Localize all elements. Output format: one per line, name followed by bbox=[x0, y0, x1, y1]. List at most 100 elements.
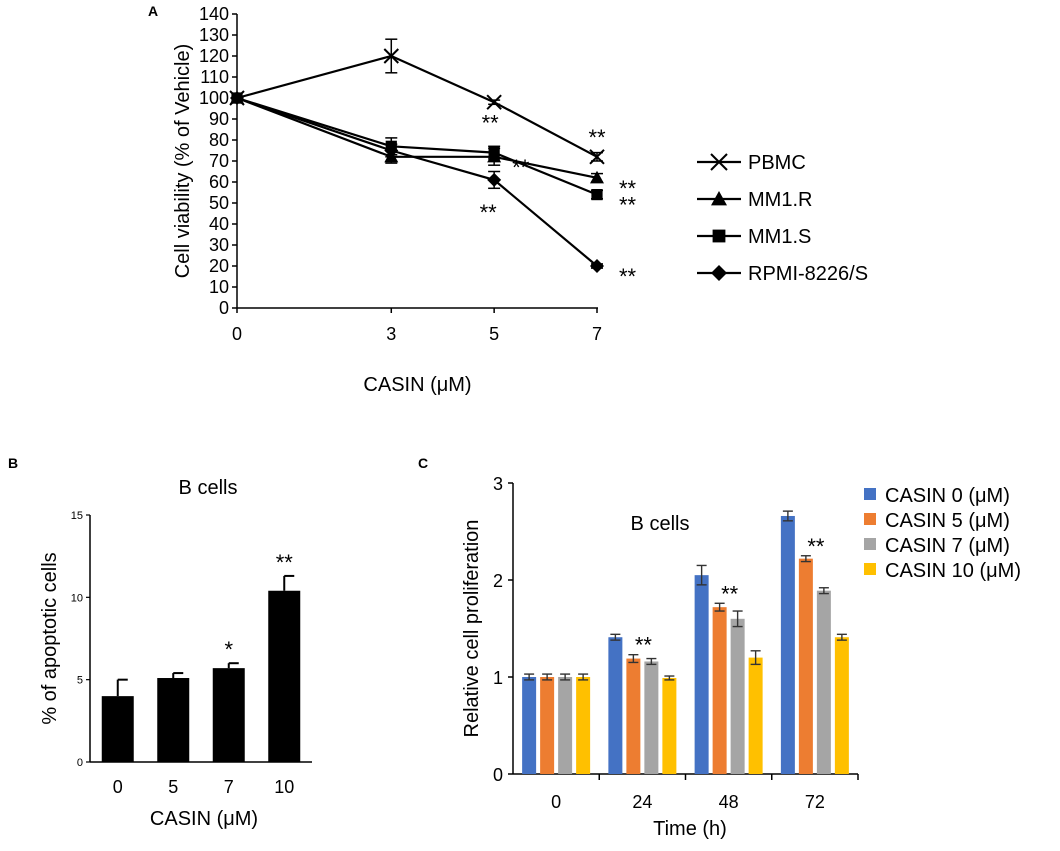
b-bar bbox=[212, 668, 245, 762]
b-x-tick-label: 10 bbox=[274, 777, 294, 797]
a-significance-label: ** bbox=[619, 264, 637, 289]
c-error-bar bbox=[524, 673, 535, 681]
c-bar bbox=[558, 677, 573, 774]
c-legend-swatch bbox=[864, 538, 876, 550]
b-x-tick-label: 5 bbox=[168, 777, 178, 797]
a-y-tick-label: 140 bbox=[199, 4, 229, 24]
b-bar bbox=[268, 590, 301, 762]
a-data-point bbox=[590, 259, 604, 273]
a-legend-entry: RPMI-8226/S bbox=[697, 263, 868, 285]
c-bar bbox=[834, 637, 849, 774]
c-y-axis-label: Relative cell proliferation bbox=[461, 520, 483, 738]
c-bar bbox=[644, 661, 659, 774]
c-bar bbox=[712, 607, 727, 774]
a-y-tick-label: 60 bbox=[209, 172, 229, 192]
c-bar bbox=[816, 590, 831, 774]
panel-b-bar-chart: 0 5 10 15 0 5 7 * 10 ** B cells CASIN (μM) % of apop… bbox=[39, 477, 312, 830]
c-error-bar bbox=[818, 587, 829, 595]
a-y-tick-label: 120 bbox=[199, 46, 229, 66]
a-y-tick-label: 40 bbox=[209, 214, 229, 234]
a-series-line bbox=[236, 54, 598, 158]
c-error-bar bbox=[664, 675, 675, 681]
b-y-axis-label: % of apoptotic cells bbox=[39, 552, 61, 724]
a-x-tick-label: 5 bbox=[489, 324, 499, 344]
c-error-bar bbox=[750, 650, 761, 666]
b-y-tick-label: 15 bbox=[71, 510, 83, 522]
a-data-point bbox=[486, 94, 502, 110]
a-significance-label: ** bbox=[480, 200, 498, 225]
c-bar bbox=[694, 575, 709, 774]
a-series-mm1-r: ** ** bbox=[230, 91, 637, 201]
b-y-tick-label: 10 bbox=[71, 592, 83, 604]
c-legend-swatch bbox=[864, 513, 876, 525]
c-legend-label: CASIN 0 (μM) bbox=[885, 485, 1010, 507]
a-significance-label: ** bbox=[619, 176, 637, 201]
panel-label-b: B bbox=[8, 455, 18, 471]
c-error-bar bbox=[610, 633, 621, 641]
a-data-point bbox=[488, 147, 500, 159]
a-legend-marker-stroke-2 bbox=[710, 153, 728, 171]
b-x-tick-label: 7 bbox=[224, 777, 234, 797]
a-legend-marker bbox=[712, 229, 726, 243]
a-significance-label: ** bbox=[512, 155, 530, 180]
a-data-point bbox=[591, 189, 603, 201]
a-significance-label: ** bbox=[588, 125, 606, 150]
a-data-point bbox=[589, 149, 605, 165]
a-y-tick-label: 130 bbox=[199, 25, 229, 45]
c-error-bar bbox=[542, 673, 553, 681]
a-series-rpmi-8226-s: **** bbox=[230, 91, 637, 289]
a-data-point-stroke-2 bbox=[589, 149, 605, 165]
a-x-axis-label: CASIN (μM) bbox=[363, 374, 471, 396]
c-y-tick-label: 2 bbox=[493, 571, 503, 591]
c-x-tick-label: 48 bbox=[719, 792, 739, 812]
b-error-bar bbox=[172, 672, 184, 679]
c-bar bbox=[522, 677, 537, 774]
c-error-bar bbox=[800, 555, 811, 563]
c-significance-label: ** bbox=[635, 633, 653, 658]
c-error-bar bbox=[628, 653, 639, 664]
a-legend-label: MM1.R bbox=[748, 189, 812, 211]
a-y-tick-label: 80 bbox=[209, 130, 229, 150]
c-bar bbox=[780, 515, 795, 774]
a-data-point bbox=[384, 143, 399, 158]
a-series-mm1-s: **** bbox=[231, 92, 637, 218]
c-bar bbox=[608, 637, 623, 774]
c-legend-label: CASIN 10 (μM) bbox=[885, 560, 1021, 582]
panel-c-grouped-bar-chart: 0 1 2 3 0 24 ** 48 ** 72 ** B cells Time (h) Relative… bbox=[461, 474, 1021, 840]
a-legend-marker bbox=[711, 265, 727, 281]
c-bar bbox=[748, 657, 763, 774]
a-series-line bbox=[236, 96, 598, 179]
b-x-tick-label: 0 bbox=[113, 777, 123, 797]
c-legend-entry: CASIN 10 (μM) bbox=[864, 560, 1021, 582]
c-bar bbox=[662, 677, 677, 774]
c-bar bbox=[540, 677, 555, 774]
c-significance-label: ** bbox=[721, 581, 739, 606]
c-x-axis-label: Time (h) bbox=[653, 818, 727, 840]
c-chart-title: B cells bbox=[631, 513, 690, 535]
a-x-tick-label: 0 bbox=[232, 324, 242, 344]
a-data-point-stroke-2 bbox=[383, 48, 399, 64]
a-legend-label: RPMI-8226/S bbox=[748, 263, 868, 285]
c-error-bar bbox=[560, 673, 571, 681]
a-significance-label: ** bbox=[619, 193, 637, 218]
c-legend-entry: CASIN 5 (μM) bbox=[864, 510, 1010, 532]
c-error-bar bbox=[732, 610, 743, 628]
a-legend-marker bbox=[711, 191, 727, 206]
a-series-line bbox=[236, 96, 598, 196]
b-y-tick-label: 0 bbox=[77, 757, 83, 769]
a-data-point bbox=[590, 170, 604, 184]
b-significance-label: * bbox=[224, 637, 233, 662]
a-series-line bbox=[236, 96, 598, 267]
a-legend-entry: PBMC bbox=[697, 152, 806, 174]
a-significance-label: ** bbox=[482, 111, 500, 136]
c-legend-swatch bbox=[864, 488, 876, 500]
b-bar bbox=[101, 696, 134, 762]
b-error-bar bbox=[283, 574, 295, 591]
c-significance-label: ** bbox=[807, 534, 825, 559]
c-error-bar bbox=[714, 602, 725, 612]
a-data-point bbox=[383, 48, 399, 64]
a-legend-marker bbox=[710, 153, 728, 171]
b-bar bbox=[157, 678, 190, 762]
